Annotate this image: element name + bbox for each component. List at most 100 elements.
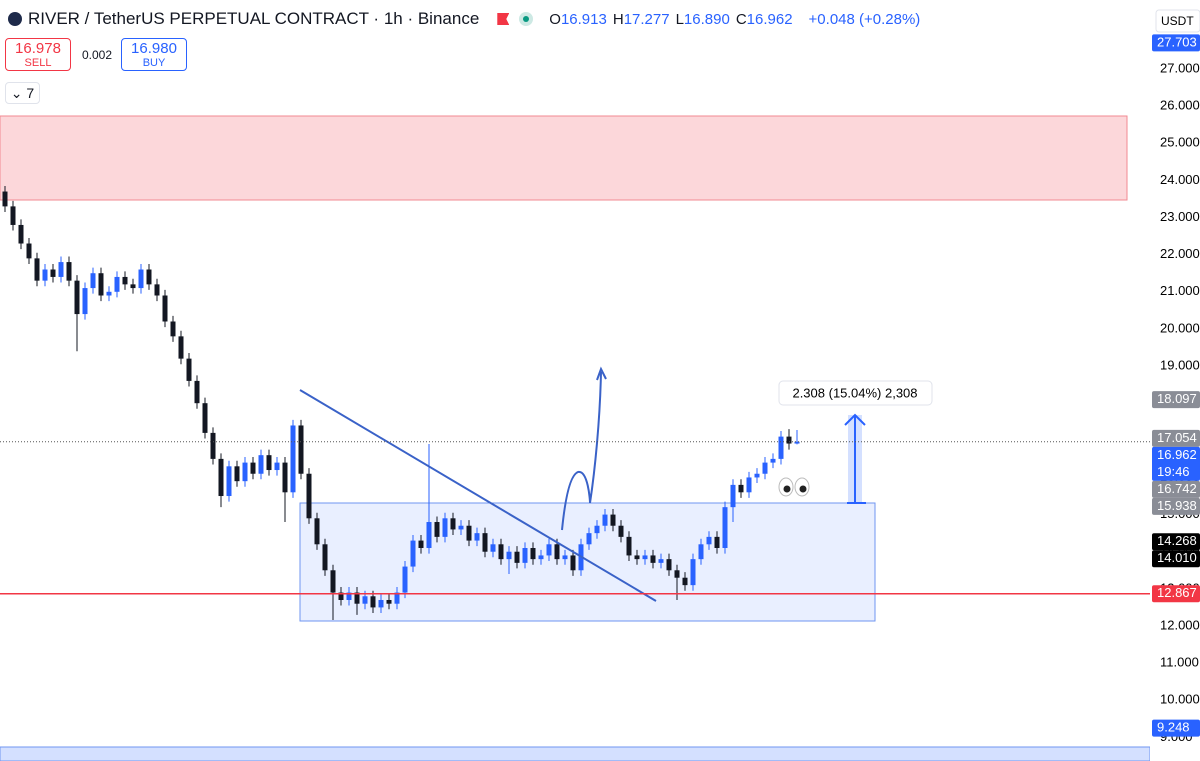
ohlc-label: C <box>735 10 747 28</box>
y-tick-label: 21.000 <box>1160 283 1200 298</box>
candle-body <box>242 462 248 482</box>
support-zone <box>0 746 1151 761</box>
candle-body <box>2 191 8 207</box>
candle-body <box>730 484 736 508</box>
candle-body <box>130 284 136 289</box>
candle-body <box>282 462 288 493</box>
candle-body <box>290 425 296 493</box>
candle-body <box>610 514 616 526</box>
candle-body <box>298 425 304 474</box>
candle-body <box>258 455 264 474</box>
y-tick-label: 11.000 <box>1160 655 1199 670</box>
candle-body <box>770 458 776 463</box>
countdown: 19:46 <box>1157 464 1190 479</box>
candle-body <box>66 262 72 281</box>
candle-body <box>378 599 384 608</box>
trend-line <box>299 389 657 602</box>
candle-body <box>698 544 704 560</box>
candle-body <box>146 269 152 285</box>
price-label-box <box>1152 446 1200 481</box>
price-label-box <box>1152 480 1200 498</box>
candle-body <box>450 518 456 530</box>
candle-body <box>554 544 560 560</box>
candle-body <box>482 533 488 552</box>
y-tick-label: 26.000 <box>1160 98 1200 113</box>
candle-body <box>642 555 648 560</box>
candle-body <box>250 462 256 474</box>
sell-label: SELL <box>24 57 52 69</box>
candle-body <box>746 477 752 493</box>
price-label: 14.010 <box>1157 550 1197 565</box>
buy-label: BUY <box>142 57 166 69</box>
candle-body <box>442 518 448 537</box>
candle-body <box>90 273 96 289</box>
candle-body <box>738 484 744 493</box>
candle-body <box>114 276 120 292</box>
price-label: 17.054 <box>1157 430 1197 445</box>
candle-body <box>122 276 128 285</box>
status-dot <box>519 12 534 26</box>
buy-button[interactable]: 16.980 BUY <box>121 38 187 71</box>
candle-body <box>338 592 344 600</box>
candle-body <box>218 458 224 497</box>
y-tick-label: 10.000 <box>1160 692 1200 707</box>
candle-body <box>50 269 56 277</box>
currency: USDT <box>1161 14 1194 28</box>
candle-body <box>58 262 64 277</box>
candle-body <box>386 599 392 604</box>
price-label-box <box>1152 34 1200 52</box>
candle-body <box>722 507 728 549</box>
candle-body <box>202 403 208 433</box>
spread: 0.002 <box>82 48 113 62</box>
y-tick-label: 27.000 <box>1160 60 1200 75</box>
price-label-box <box>1152 497 1200 515</box>
candle-body <box>314 518 320 545</box>
price-label: 27.703 <box>1157 34 1197 49</box>
candle-body <box>794 441 800 444</box>
price-label: 12.867 <box>1157 585 1197 600</box>
candle-body <box>762 462 768 474</box>
candle-body <box>586 533 592 545</box>
resistance-zone <box>0 115 1128 201</box>
candle-body <box>186 358 192 381</box>
price-label: 16.962 <box>1157 447 1197 462</box>
candle-body <box>154 284 160 296</box>
price-label-box <box>1152 533 1200 551</box>
candle-body <box>434 522 440 537</box>
sell-price: 16.978 <box>15 40 61 57</box>
candle-body <box>106 291 112 296</box>
symbol-title: RIVER / TetherUS PERPETUAL CONTRACT · 1h… <box>28 9 480 28</box>
price-label: 14.268 <box>1157 533 1197 548</box>
candle-body <box>426 522 432 549</box>
price-label: 18.097 <box>1157 391 1197 406</box>
candle-body <box>394 592 400 604</box>
price-label-box <box>1152 550 1200 568</box>
candle-body <box>674 570 680 578</box>
price-axis <box>1150 0 1200 761</box>
candle-body <box>594 525 600 534</box>
candle-body <box>522 548 528 563</box>
candle-body <box>138 269 144 289</box>
candle-body <box>506 551 512 560</box>
candle-body <box>162 295 168 322</box>
flag-icon[interactable] <box>497 13 510 25</box>
candle-body <box>266 455 272 471</box>
sell-button[interactable]: 16.978 SELL <box>5 38 71 71</box>
candle-body <box>626 536 632 556</box>
candle-body <box>546 544 552 556</box>
indicators-count: 7 <box>26 85 35 101</box>
candle-body <box>538 555 544 560</box>
measure-label-box <box>778 380 933 406</box>
candle-body <box>354 592 360 604</box>
indicators-toggle[interactable]: ⌄ 7 <box>5 82 40 104</box>
measure-arrow <box>844 413 866 504</box>
ohlc-label: H <box>612 10 624 28</box>
candle-body <box>26 243 32 259</box>
logo <box>8 12 22 26</box>
price-label: 9.248 <box>1157 720 1190 735</box>
candle-body <box>490 544 496 552</box>
y-tick-label: 22.000 <box>1160 246 1200 261</box>
candle-body <box>10 206 16 225</box>
ohlc: O16.913 H17.277 L16.890 C16.962 <box>549 11 798 28</box>
